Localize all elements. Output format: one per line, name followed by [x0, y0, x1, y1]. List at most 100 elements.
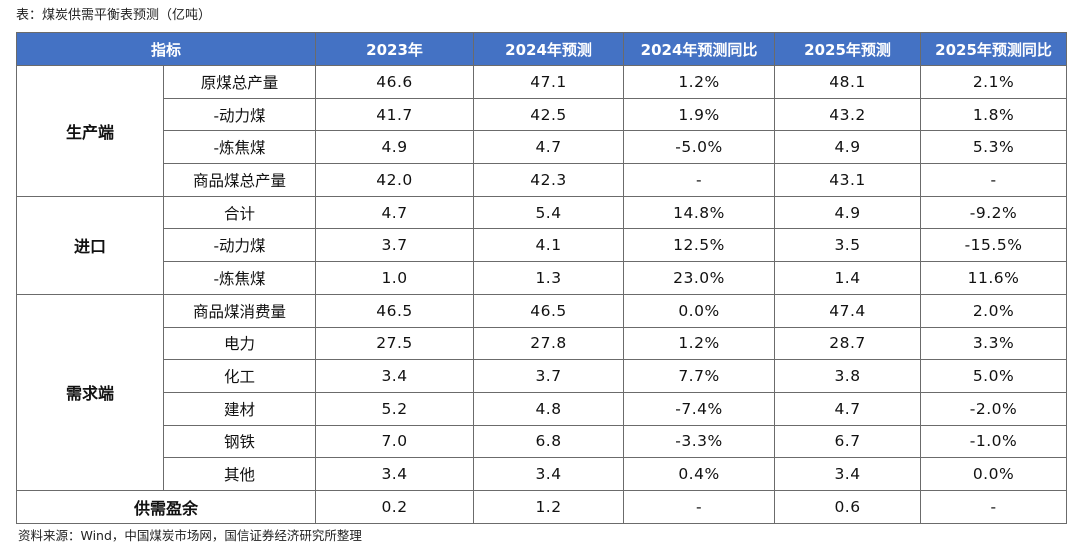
table-row: 电力 27.5 27.8 1.2% 28.7 3.3% — [17, 326, 1068, 361]
yoy-2024: 0.0% — [623, 293, 776, 328]
yoy-2024: -3.3% — [623, 424, 776, 459]
header-row: 指标 2023年 2024年预测 2024年预测同比 2025年预测 2025年… — [15, 32, 1068, 66]
indicator-name: 商品煤消费量 — [162, 293, 317, 328]
value-2025-forecast: 4.9 — [774, 130, 922, 165]
value-2025-forecast: 48.1 — [774, 65, 922, 99]
indicator-name: -动力煤 — [162, 228, 317, 263]
value-2025-forecast: 0.6 — [774, 489, 922, 524]
yoy-2025: 2.1% — [920, 65, 1068, 99]
value-2023: 7.0 — [315, 424, 475, 459]
value-2023: 3.7 — [315, 228, 475, 263]
yoy-2025: - — [920, 489, 1068, 524]
yoy-2024: 1.2% — [623, 65, 776, 99]
value-2025-forecast: 3.4 — [774, 457, 922, 491]
indicator-name: 合计 — [162, 195, 317, 230]
table-row: 其他 3.4 3.4 0.4% 3.4 0.0% — [17, 457, 1068, 491]
yoy-2024: 12.5% — [623, 228, 776, 263]
value-2025-forecast: 47.4 — [774, 293, 922, 328]
indicator-name: 电力 — [162, 326, 317, 361]
table-row: 钢铁 7.0 6.8 -3.3% 6.7 -1.0% — [17, 424, 1068, 459]
value-2023: 3.4 — [315, 457, 475, 491]
category-production: 生产端 — [16, 65, 164, 197]
yoy-2024: -7.4% — [623, 391, 776, 426]
yoy-2025: - — [920, 163, 1068, 197]
value-2025-forecast: 3.5 — [774, 228, 922, 263]
indicator-name: -炼焦煤 — [162, 261, 317, 295]
yoy-2024: 1.2% — [623, 326, 776, 361]
category-demand: 需求端 — [16, 293, 164, 491]
value-2024-forecast: 5.4 — [473, 195, 625, 230]
surplus-row: 供需盈余 0.2 1.2 - 0.6 - — [15, 489, 1068, 524]
yoy-2024: 1.9% — [623, 97, 776, 132]
value-2025-forecast: 28.7 — [774, 326, 922, 361]
yoy-2025: 3.3% — [920, 326, 1068, 361]
header-2023: 2023年 — [315, 32, 475, 66]
yoy-2025: 11.6% — [920, 261, 1068, 295]
value-2024-forecast: 42.3 — [473, 163, 625, 197]
value-2025-forecast: 4.7 — [774, 391, 922, 426]
yoy-2024: - — [623, 489, 776, 524]
yoy-2025: 0.0% — [920, 457, 1068, 491]
value-2025-forecast: 43.1 — [774, 163, 922, 197]
value-2024-forecast: 46.5 — [473, 293, 625, 328]
table-row: -动力煤 3.7 4.1 12.5% 3.5 -15.5% — [17, 228, 1068, 263]
coal-balance-table: 指标 2023年 2024年预测 2024年预测同比 2025年预测 2025年… — [15, 32, 1068, 524]
table-caption: 表：煤炭供需平衡表预测（亿吨） — [16, 8, 212, 23]
category-import: 进口 — [16, 195, 164, 295]
value-2024-forecast: 3.4 — [473, 457, 625, 491]
yoy-2025: -1.0% — [920, 424, 1068, 459]
value-2025-forecast: 3.8 — [774, 359, 922, 393]
surplus-label: 供需盈余 — [15, 489, 317, 524]
yoy-2025: 2.0% — [920, 293, 1068, 328]
value-2023: 3.4 — [315, 359, 475, 393]
value-2025-forecast: 4.9 — [774, 195, 922, 230]
value-2024-forecast: 27.8 — [473, 326, 625, 361]
value-2024-forecast: 4.1 — [473, 228, 625, 263]
value-2024-forecast: 42.5 — [473, 97, 625, 132]
table-row: 进口 合计 4.7 5.4 14.8% 4.9 -9.2% — [16, 195, 1068, 295]
table-row: 化工 3.4 3.7 7.7% 3.8 5.0% — [17, 359, 1068, 393]
table-row: 生产端 原煤总产量 46.6 47.1 1.2% 48.1 2.1% — [16, 65, 1068, 197]
value-2023: 5.2 — [315, 391, 475, 426]
yoy-2024: 23.0% — [623, 261, 776, 295]
yoy-2025: 5.3% — [920, 130, 1068, 165]
yoy-2024: -5.0% — [623, 130, 776, 165]
value-2024-forecast: 3.7 — [473, 359, 625, 393]
indicator-name: 钢铁 — [162, 424, 317, 459]
value-2024-forecast: 1.2 — [473, 489, 625, 524]
table-row: 建材 5.2 4.8 -7.4% 4.7 -2.0% — [17, 391, 1068, 426]
indicator-name: 原煤总产量 — [162, 65, 317, 99]
yoy-2025: -15.5% — [920, 228, 1068, 263]
value-2025-forecast: 1.4 — [774, 261, 922, 295]
indicator-name: -动力煤 — [162, 97, 317, 132]
table-row: 商品煤总产量 42.0 42.3 - 43.1 - — [17, 163, 1068, 197]
yoy-2025: 1.8% — [920, 97, 1068, 132]
yoy-2024: 14.8% — [623, 195, 776, 230]
value-2024-forecast: 47.1 — [473, 65, 625, 99]
value-2023: 46.5 — [315, 293, 475, 328]
value-2025-forecast: 6.7 — [774, 424, 922, 459]
indicator-name: 建材 — [162, 391, 317, 426]
header-2024-yoy: 2024年预测同比 — [623, 32, 776, 66]
indicator-name: -炼焦煤 — [162, 130, 317, 165]
value-2023: 46.6 — [315, 65, 475, 99]
value-2024-forecast: 6.8 — [473, 424, 625, 459]
value-2023: 4.7 — [315, 195, 475, 230]
source-note: 资料来源：Wind，中国煤炭市场网，国信证券经济研究所整理 — [18, 528, 362, 543]
value-2023: 41.7 — [315, 97, 475, 132]
yoy-2024: 0.4% — [623, 457, 776, 491]
yoy-2025: -2.0% — [920, 391, 1068, 426]
indicator-name: 化工 — [162, 359, 317, 393]
header-indicator: 指标 — [15, 32, 317, 66]
indicator-name: 商品煤总产量 — [162, 163, 317, 197]
value-2023: 27.5 — [315, 326, 475, 361]
indicator-name: 其他 — [162, 457, 317, 491]
value-2023: 1.0 — [315, 261, 475, 295]
yoy-2025: 5.0% — [920, 359, 1068, 393]
value-2025-forecast: 43.2 — [774, 97, 922, 132]
header-2025-yoy: 2025年预测同比 — [920, 32, 1068, 66]
value-2024-forecast: 4.7 — [473, 130, 625, 165]
table-row: -炼焦煤 4.9 4.7 -5.0% 4.9 5.3% — [17, 130, 1068, 165]
value-2023: 4.9 — [315, 130, 475, 165]
header-2024-forecast: 2024年预测 — [473, 32, 625, 66]
